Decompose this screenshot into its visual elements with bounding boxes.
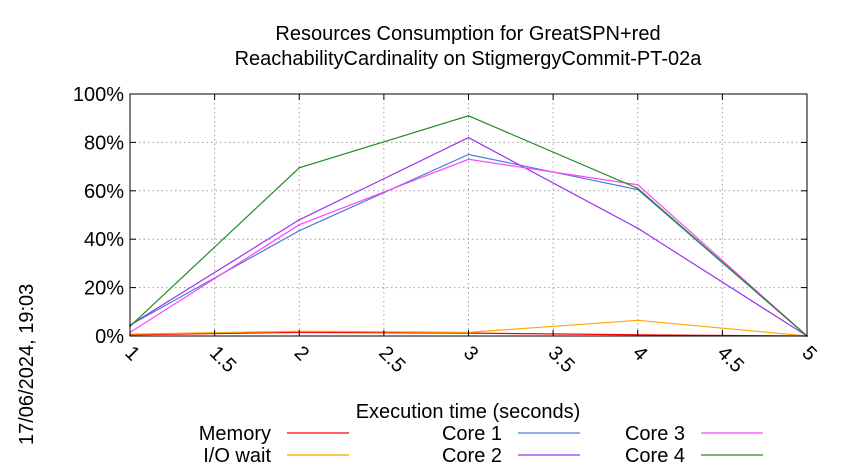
y-tick-label: 40%: [84, 229, 124, 251]
timestamp: 17/06/2024, 19:03: [16, 284, 38, 445]
data-point-core-3: [636, 183, 639, 186]
data-point-core-1: [467, 153, 470, 156]
legend-label-core-1: Core 1: [442, 423, 502, 445]
data-point-core-2: [467, 136, 470, 139]
x-tick-label: 4.5: [713, 342, 748, 377]
y-tick-label: 60%: [84, 181, 124, 203]
x-tick-label: 5: [797, 342, 820, 365]
data-point-core-3: [298, 223, 301, 226]
y-tick-label: 100%: [73, 84, 124, 106]
data-point-core-3: [467, 158, 470, 161]
data-point-core-2: [636, 227, 639, 230]
y-axis-ticks: 0% 20% 40% 60% 80% 100%: [73, 84, 807, 348]
data-point-core-4: [636, 187, 639, 190]
data-point-core-1: [298, 229, 301, 232]
x-tick-label: 1.5: [205, 342, 240, 377]
x-tick-label: 2: [290, 342, 313, 365]
x-tick-label: 3: [459, 342, 482, 365]
x-tick-label: 2.5: [374, 342, 409, 377]
chart-title-line1: Resources Consumption for GreatSPN+red: [275, 23, 660, 45]
y-tick-label: 20%: [84, 278, 124, 300]
legend-label-memory: Memory: [199, 423, 271, 445]
x-tick-label: 3.5: [544, 342, 579, 377]
data-point-core-4: [467, 114, 470, 117]
grid: [130, 94, 807, 336]
legend-label-core-4: Core 4: [625, 445, 685, 467]
legend-label-core-3: Core 3: [625, 423, 685, 445]
x-axis-ticks: 1 1.5 2 2.5 3 3.5 4 4.5 5: [120, 94, 821, 377]
x-axis-label: Execution time (seconds): [356, 401, 581, 423]
legend-label-core-2: Core 2: [442, 445, 502, 467]
legend-label-i-o-wait: I/O wait: [203, 445, 271, 467]
data-point-core-2: [298, 219, 301, 221]
data-point-i-o-wait: [636, 319, 639, 322]
y-tick-label: 80%: [84, 132, 124, 154]
x-tick-label: 4: [628, 342, 651, 365]
chart-title-line2: ReachabilityCardinality on StigmergyComm…: [235, 48, 703, 70]
y-tick-label: 0%: [95, 326, 124, 348]
data-point-core-4: [298, 167, 301, 169]
